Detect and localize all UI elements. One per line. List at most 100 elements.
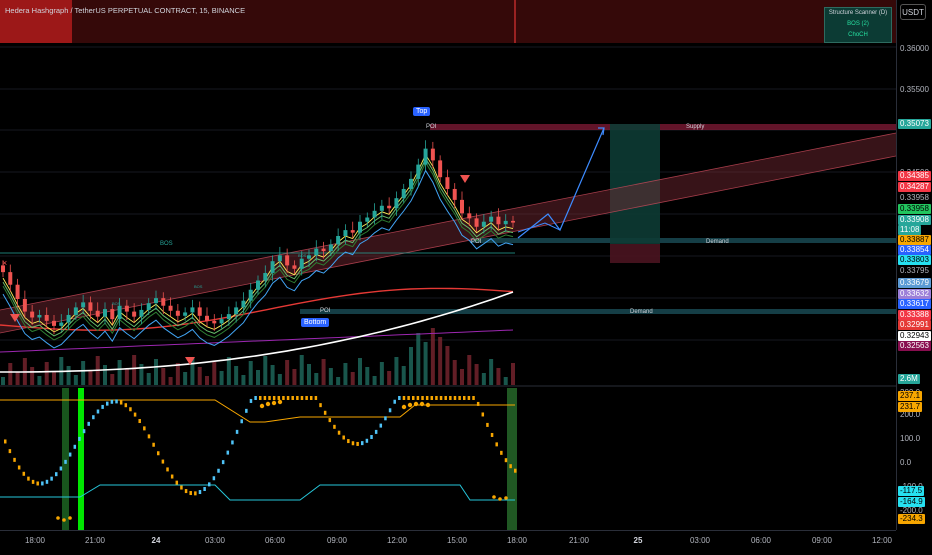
volume-bar	[146, 373, 151, 385]
volume-bar	[489, 359, 494, 385]
volume-bar	[328, 368, 333, 385]
osc-bar	[170, 474, 174, 479]
osc-zone-dark	[62, 388, 69, 530]
candle-body	[73, 307, 78, 315]
top-tag: Top	[413, 107, 431, 116]
scanner-bos: BOS (2)	[847, 21, 869, 27]
volume-bar	[30, 367, 35, 385]
osc-bar	[68, 452, 72, 457]
osc-peak-dot	[271, 400, 277, 406]
candle-body	[88, 302, 93, 311]
osc-bar	[504, 458, 508, 463]
volume-bar	[387, 371, 392, 385]
candle-body	[52, 320, 56, 326]
osc-bar	[198, 490, 202, 495]
volume-bar	[190, 358, 195, 385]
candle-body	[161, 298, 166, 306]
volume-bar	[263, 356, 268, 385]
candle-body	[183, 312, 188, 316]
volume-bar	[416, 333, 421, 385]
currency-button[interactable]: USDT	[900, 4, 926, 20]
osc-bar	[73, 444, 77, 449]
candle-body	[336, 236, 341, 245]
volume-bar	[117, 360, 122, 385]
osc-bar	[277, 396, 281, 400]
osc-bar	[463, 396, 466, 400]
osc-bar	[78, 436, 81, 441]
candle-body	[307, 255, 311, 259]
volume-bar	[277, 374, 282, 385]
time-tick-label: 24	[151, 536, 161, 545]
osc-bar	[235, 429, 239, 434]
candle-body	[15, 284, 20, 299]
candle-body	[256, 280, 260, 290]
osc-bar	[4, 439, 7, 444]
osc-bar	[161, 459, 165, 464]
volume-bar	[8, 363, 13, 385]
candle-body	[103, 309, 107, 317]
banner-band	[72, 0, 896, 43]
osc-bar	[82, 429, 86, 434]
candle-body	[197, 307, 202, 316]
osc-tick-label: 0.0	[900, 458, 912, 467]
candle-body	[343, 230, 348, 236]
osc-bar	[45, 479, 49, 484]
candle-body	[496, 216, 501, 225]
candle-body	[489, 216, 494, 222]
small-bos-2: BOS	[194, 284, 203, 289]
candle-body	[241, 300, 246, 308]
candle-body	[328, 244, 333, 252]
volume-bar	[241, 375, 246, 385]
osc-bar	[416, 396, 420, 400]
osc-bar	[421, 396, 424, 400]
cross-marker: ×	[2, 258, 7, 268]
volume-bar	[226, 357, 231, 385]
volume-bar	[183, 372, 188, 385]
osc-peak-dot	[419, 401, 425, 407]
osc-peak-dot	[259, 403, 265, 409]
osc-bar	[184, 489, 188, 494]
osc-tick-label: 200.0	[900, 410, 921, 419]
price-axis[interactable]	[896, 0, 932, 530]
candle-body	[30, 311, 35, 318]
osc-bar	[272, 396, 276, 400]
osc-bar	[208, 482, 211, 487]
candle-body	[365, 217, 370, 222]
volume-bar	[321, 359, 326, 385]
osc-bar	[286, 396, 290, 400]
osc-bar	[245, 408, 248, 413]
osc-bar	[221, 460, 225, 465]
osc-bar	[472, 396, 475, 400]
osc-bar	[412, 396, 415, 400]
volume-bar	[438, 337, 443, 385]
osc-peak-dot	[425, 402, 431, 408]
osc-bar	[449, 396, 452, 400]
time-axis[interactable]	[0, 530, 896, 551]
demand-zone-upper	[470, 238, 896, 243]
osc-bar	[157, 451, 160, 456]
osc-peak-dot	[265, 401, 271, 407]
candle-body	[248, 289, 253, 301]
osc-bar	[180, 485, 183, 490]
candle-body	[292, 265, 297, 269]
osc-bar	[101, 404, 104, 409]
volume-bar	[467, 355, 472, 385]
forecast-arrow-up	[517, 127, 605, 239]
osc-bar	[22, 471, 26, 476]
osc-bar	[138, 419, 141, 424]
candle-body	[110, 309, 115, 320]
volume-bar	[219, 371, 224, 385]
structure-scanner-panel: Structure Scanner (D) BOS (2) ChoCH	[824, 7, 892, 43]
volume-bar	[110, 374, 115, 385]
osc-bar	[282, 396, 285, 400]
osc-bar	[50, 476, 53, 481]
osc-bar	[444, 396, 447, 400]
price-badge: 0.33854	[898, 245, 931, 255]
price-badge: 0.33388	[898, 310, 931, 320]
demand-label-lower: Demand	[630, 309, 653, 315]
candle-body	[358, 221, 362, 233]
osc-bar	[481, 412, 485, 417]
volume-bar	[124, 369, 129, 385]
